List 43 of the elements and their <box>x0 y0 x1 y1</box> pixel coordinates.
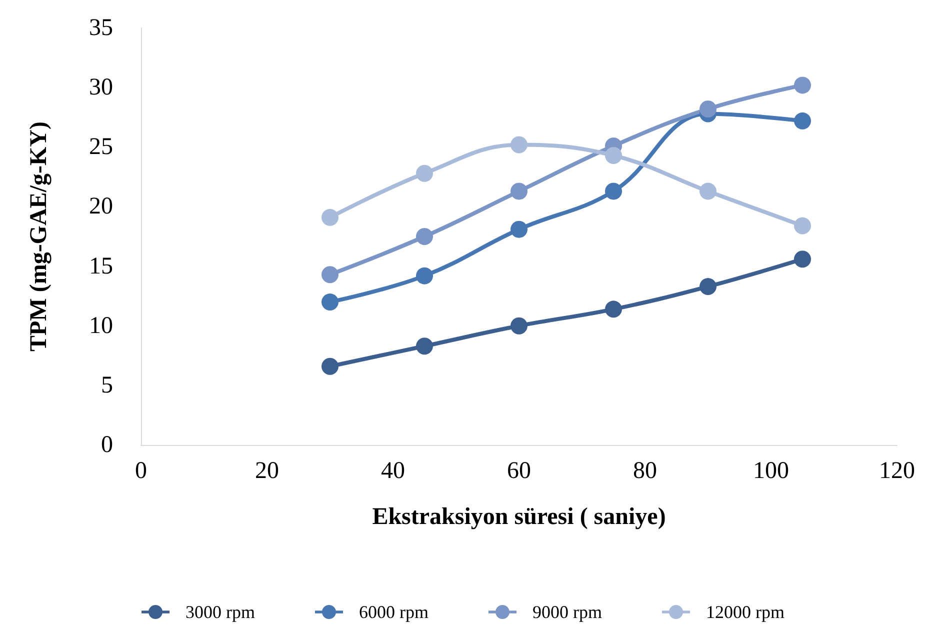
y-tick-label: 35 <box>89 15 113 41</box>
point <box>794 112 811 130</box>
x-tick-label: 20 <box>255 458 279 484</box>
point <box>794 76 811 94</box>
x-tick-label: 40 <box>381 458 405 484</box>
point <box>700 278 716 296</box>
point <box>322 294 338 311</box>
legend-label: 12000 rpm <box>706 602 784 622</box>
legend-label: 6000 rpm <box>359 602 429 622</box>
point <box>700 100 716 118</box>
point <box>605 182 622 200</box>
y-tick-label: 20 <box>89 194 113 220</box>
y-axis-title: TPM (mg-GAE/g-KY) <box>26 122 52 352</box>
y-tick-label: 5 <box>101 372 113 398</box>
x-tick-label: 120 <box>879 458 915 484</box>
y-tick-label: 10 <box>89 312 113 339</box>
point <box>510 220 528 238</box>
x-axis-title: Ekstraksiyon süresi ( saniye) <box>372 504 666 530</box>
point <box>510 182 528 200</box>
point <box>416 228 433 245</box>
point <box>416 338 433 355</box>
point <box>605 300 622 318</box>
y-tick-label: 30 <box>89 74 113 101</box>
point <box>794 250 811 268</box>
legend-label: 9000 rpm <box>532 602 602 622</box>
y-tick-label: 25 <box>89 134 113 160</box>
x-tick-label: 100 <box>753 458 789 484</box>
legend-label: 3000 rpm <box>186 602 256 622</box>
point <box>322 208 338 226</box>
point <box>510 317 528 334</box>
y-tick-label: 15 <box>89 253 113 280</box>
point <box>794 217 811 234</box>
point <box>605 146 622 164</box>
point <box>322 266 338 284</box>
y-tick-label: 0 <box>101 432 113 458</box>
point <box>416 164 433 182</box>
point <box>416 267 433 284</box>
x-tick-label: 60 <box>507 458 531 484</box>
point <box>700 182 716 200</box>
x-tick-label: 80 <box>633 458 657 484</box>
point <box>322 358 338 375</box>
x-tick-label: 0 <box>135 458 147 484</box>
point <box>510 136 528 154</box>
